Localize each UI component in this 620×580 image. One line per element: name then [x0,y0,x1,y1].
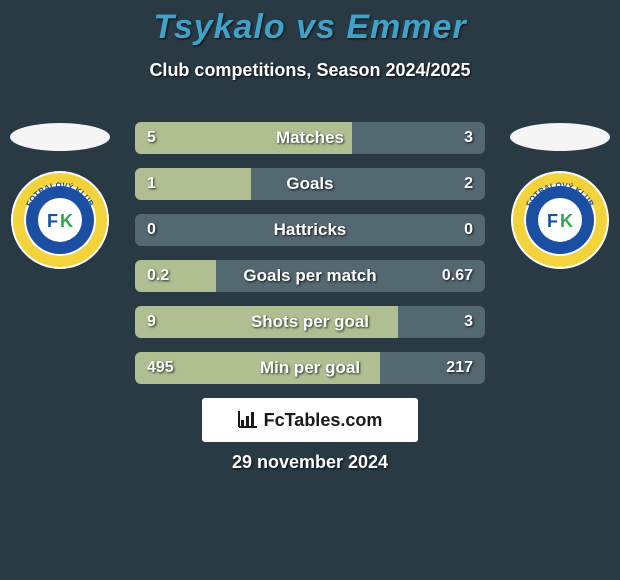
subtitle: Club competitions, Season 2024/2025 [0,60,620,81]
stat-label: Matches [135,122,485,154]
stat-row: 495217Min per goal [135,352,485,384]
svg-text:F: F [47,211,58,231]
stat-label: Hattricks [135,214,485,246]
page-title: Tsykalo vs Emmer [0,8,620,47]
player-left-photo [10,123,110,151]
player-right-photo [510,123,610,151]
player-left-name: Tsykalo [153,8,285,46]
brand-badge: FcTables.com [202,398,418,442]
stat-row: 93Shots per goal [135,306,485,338]
brand-text: FcTables.com [264,410,383,431]
svg-text:K: K [560,211,573,231]
comparison-infographic: Tsykalo vs Emmer Club competitions, Seas… [0,0,620,580]
player-right-name: Emmer [346,8,466,46]
brand-chart-icon [238,410,258,431]
club-badge-right: F K FOTBALOVÝ KLUB TEPLICE [510,170,610,270]
stat-row: 00Hattricks [135,214,485,246]
stat-row: 0.20.67Goals per match [135,260,485,292]
stat-row: 12Goals [135,168,485,200]
stat-label: Min per goal [135,352,485,384]
stat-rows: 53Matches 12Goals 00Hattricks 0.20.67Goals … [135,122,485,398]
stat-row: 53Matches [135,122,485,154]
svg-text:F: F [547,211,558,231]
stat-label: Shots per goal [135,306,485,338]
stat-label: Goals [135,168,485,200]
club-badge-svg: F K FOTBALOVÝ KLUB TEPLICE [10,170,110,270]
svg-text:K: K [60,211,73,231]
club-badge-svg: F K FOTBALOVÝ KLUB TEPLICE [510,170,610,270]
date-text: 29 november 2024 [0,452,620,473]
vs-text: vs [296,8,336,46]
club-badge-left: F K FOTBALOVÝ KLUB TEPLICE [10,170,110,270]
stat-label: Goals per match [135,260,485,292]
